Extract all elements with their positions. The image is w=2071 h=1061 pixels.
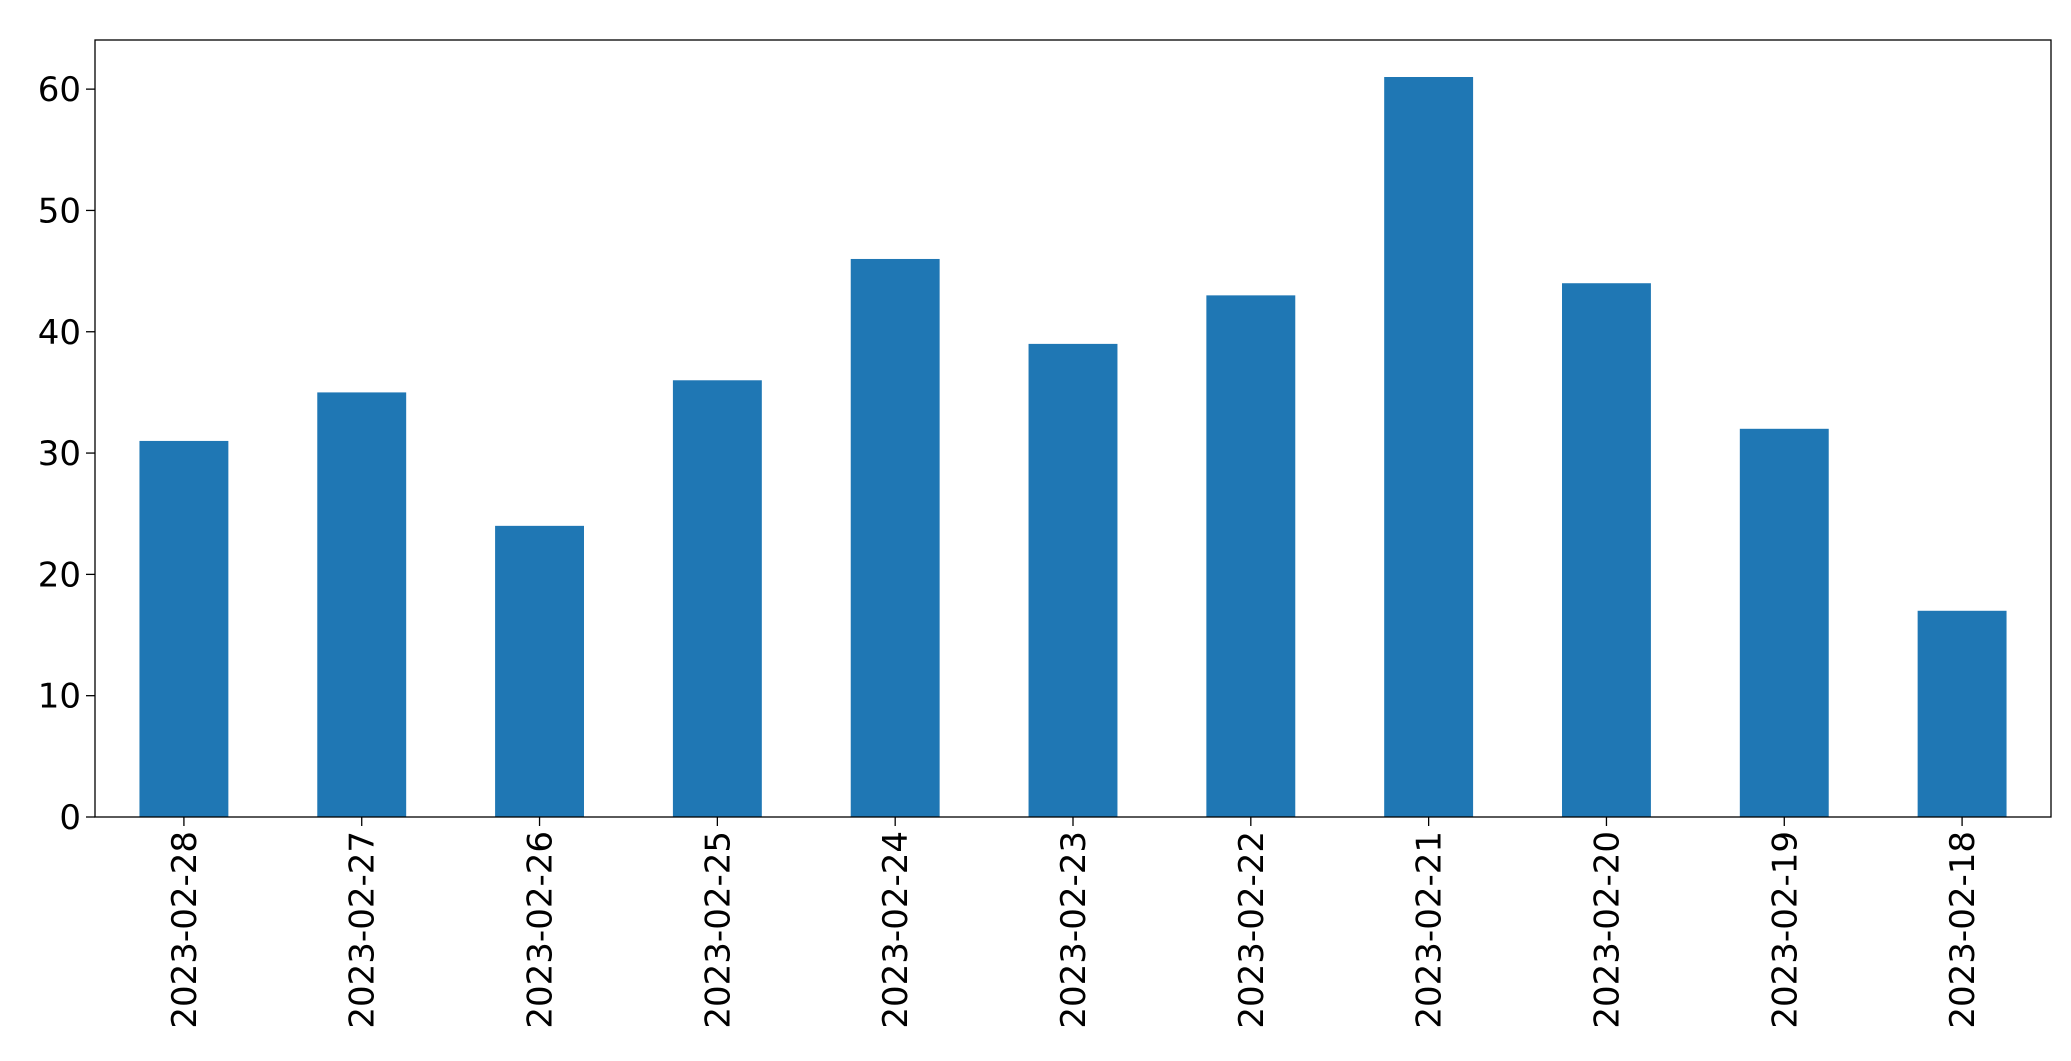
bar — [1028, 343, 1118, 817]
y-tick-label: 10 — [38, 677, 81, 717]
y-tick-label: 40 — [38, 313, 81, 353]
bar — [1917, 610, 2007, 817]
bar — [139, 440, 229, 817]
bar — [1739, 428, 1829, 817]
x-tick-label: 2023-02-27 — [343, 831, 383, 1029]
x-tick-label: 2023-02-18 — [1943, 831, 1983, 1029]
bar — [317, 392, 407, 817]
y-tick-label: 20 — [38, 555, 81, 595]
plot-frame — [94, 39, 2052, 818]
y-tick-label: 60 — [38, 70, 81, 110]
x-tick-label: 2023-02-25 — [698, 831, 738, 1029]
x-tick-label: 2023-02-21 — [1410, 831, 1450, 1029]
y-tick-label: 0 — [59, 798, 81, 838]
y-tick-label: 30 — [38, 434, 81, 474]
bar — [1562, 283, 1651, 818]
x-tick-label: 2023-02-23 — [1054, 831, 1094, 1029]
bar — [495, 525, 584, 817]
x-tick-label: 2023-02-28 — [165, 831, 205, 1029]
y-tick-label: 50 — [38, 191, 81, 231]
bar — [850, 258, 940, 817]
x-tick-label: 2023-02-22 — [1232, 831, 1272, 1029]
bar — [1206, 295, 1296, 817]
x-tick-label: 2023-02-20 — [1587, 831, 1627, 1029]
x-tick-label: 2023-02-26 — [521, 831, 561, 1029]
x-tick-label: 2023-02-24 — [876, 831, 916, 1029]
bar — [1384, 77, 1474, 817]
x-tick-label: 2023-02-19 — [1765, 831, 1805, 1029]
bar — [672, 380, 762, 817]
